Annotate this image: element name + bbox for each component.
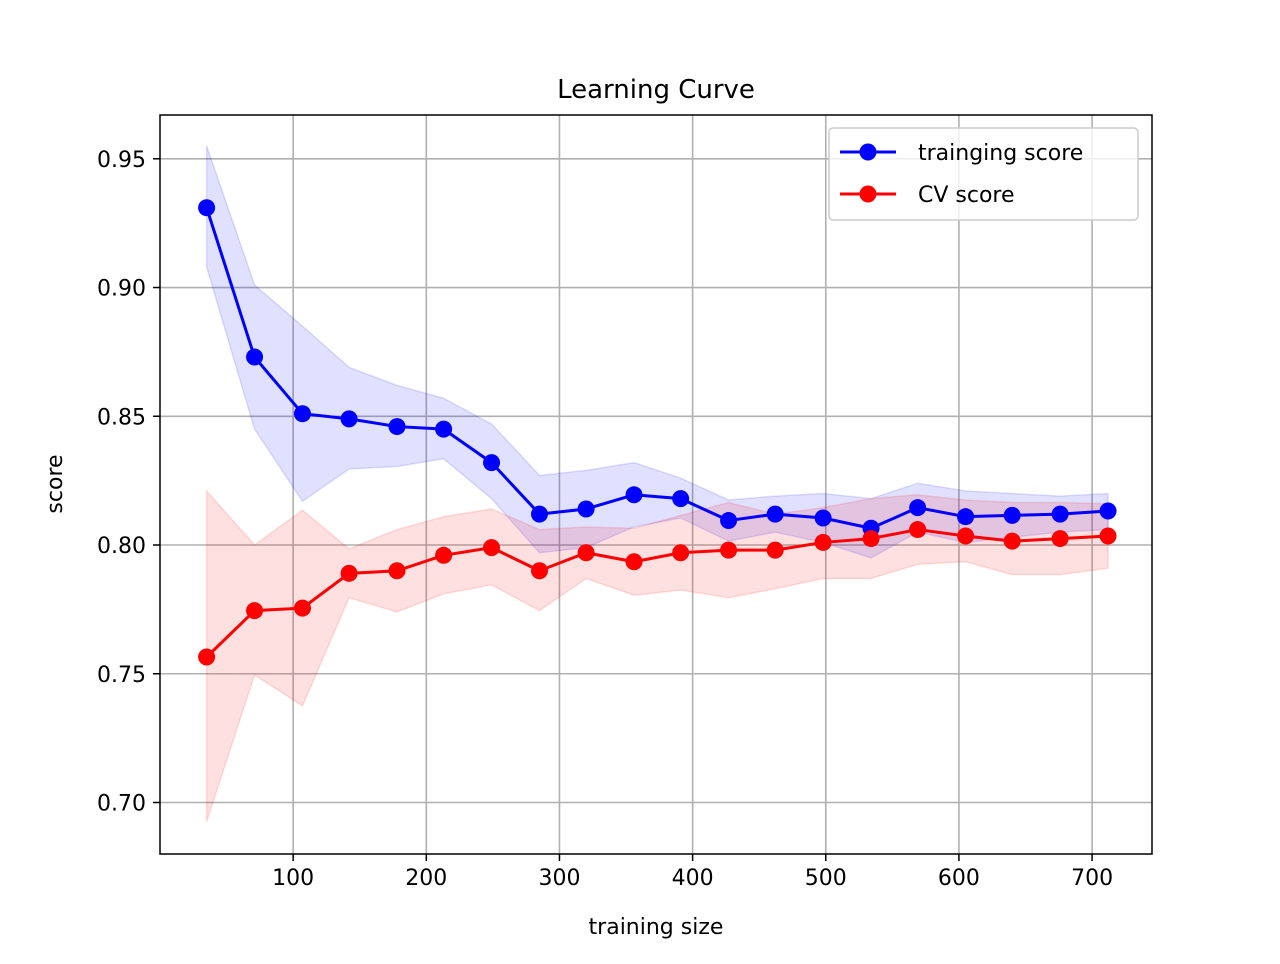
cv-score-point bbox=[766, 541, 784, 559]
training-score-point bbox=[625, 486, 643, 504]
legend-marker-training bbox=[859, 143, 877, 161]
y-tick-label: 0.70 bbox=[97, 792, 146, 817]
training-score-point bbox=[957, 508, 975, 526]
training-score-point bbox=[293, 405, 311, 423]
legend-label-cv: CV score bbox=[918, 183, 1015, 208]
series-markers bbox=[198, 199, 1117, 666]
cv-score-point bbox=[246, 602, 264, 620]
training-score-point bbox=[577, 500, 595, 518]
y-axis-ticks: 0.70 0.75 0.80 0.85 0.90 0.95 bbox=[97, 148, 160, 817]
x-tick-label: 300 bbox=[538, 866, 580, 891]
training-score-point bbox=[1099, 502, 1117, 520]
x-axis-label: training size bbox=[589, 915, 724, 940]
plot-frame bbox=[159, 114, 1153, 855]
chart-title: Learning Curve bbox=[557, 75, 755, 105]
cv-score-point bbox=[814, 533, 832, 551]
legend-label-training: trainging score bbox=[918, 141, 1083, 166]
training-score-point bbox=[388, 418, 406, 436]
y-tick-label: 0.85 bbox=[97, 405, 146, 430]
cv-score-point bbox=[483, 539, 501, 557]
cv-score-point bbox=[672, 544, 690, 562]
cv-score-point bbox=[1099, 527, 1117, 545]
y-tick-label: 0.75 bbox=[97, 663, 146, 688]
training-score-point bbox=[246, 348, 264, 366]
x-tick-label: 500 bbox=[805, 866, 847, 891]
x-tick-label: 600 bbox=[938, 866, 980, 891]
cv-score-point bbox=[862, 530, 880, 548]
training-score-point bbox=[1003, 506, 1021, 524]
cv-score-point bbox=[1003, 532, 1021, 550]
cv-score-point bbox=[530, 562, 548, 580]
x-tick-label: 400 bbox=[672, 866, 714, 891]
x-tick-label: 100 bbox=[272, 866, 314, 891]
training-score-point bbox=[672, 490, 690, 508]
legend-box bbox=[828, 127, 1139, 221]
training-score-point bbox=[530, 505, 548, 523]
cv-score-point bbox=[293, 599, 311, 617]
y-tick-label: 0.95 bbox=[97, 148, 146, 173]
training-score-point bbox=[909, 499, 927, 517]
cv-score-point bbox=[340, 564, 358, 582]
cv-score-point bbox=[1051, 530, 1069, 548]
training-score-point bbox=[766, 505, 784, 523]
x-tick-label: 700 bbox=[1071, 866, 1113, 891]
grid-lines bbox=[160, 115, 1152, 854]
x-axis-ticks: 100 200 300 400 500 600 700 bbox=[272, 854, 1113, 891]
cv-score-point bbox=[625, 553, 643, 571]
y-axis-label: score bbox=[43, 454, 68, 513]
training-score-point bbox=[198, 199, 216, 217]
training-score-point bbox=[483, 454, 501, 472]
cv-score-point bbox=[909, 521, 927, 539]
cv-score-point bbox=[577, 544, 595, 562]
training-score-point bbox=[720, 512, 738, 530]
training-score-point bbox=[1051, 505, 1069, 523]
cv-score-band bbox=[205, 488, 1109, 823]
cv-score-point bbox=[957, 527, 975, 545]
training-score-point bbox=[340, 410, 358, 428]
cv-score-point bbox=[720, 541, 738, 559]
legend-marker-cv bbox=[859, 185, 877, 203]
y-tick-label: 0.80 bbox=[97, 534, 146, 559]
legend: trainging score CV score bbox=[828, 127, 1139, 221]
cv-score-point bbox=[388, 562, 406, 580]
cv-score-point bbox=[435, 546, 453, 564]
training-score-point bbox=[814, 509, 832, 527]
x-tick-label: 200 bbox=[405, 866, 447, 891]
cv-score-point bbox=[198, 648, 216, 666]
training-score-point bbox=[435, 420, 453, 438]
y-tick-label: 0.90 bbox=[97, 277, 146, 302]
